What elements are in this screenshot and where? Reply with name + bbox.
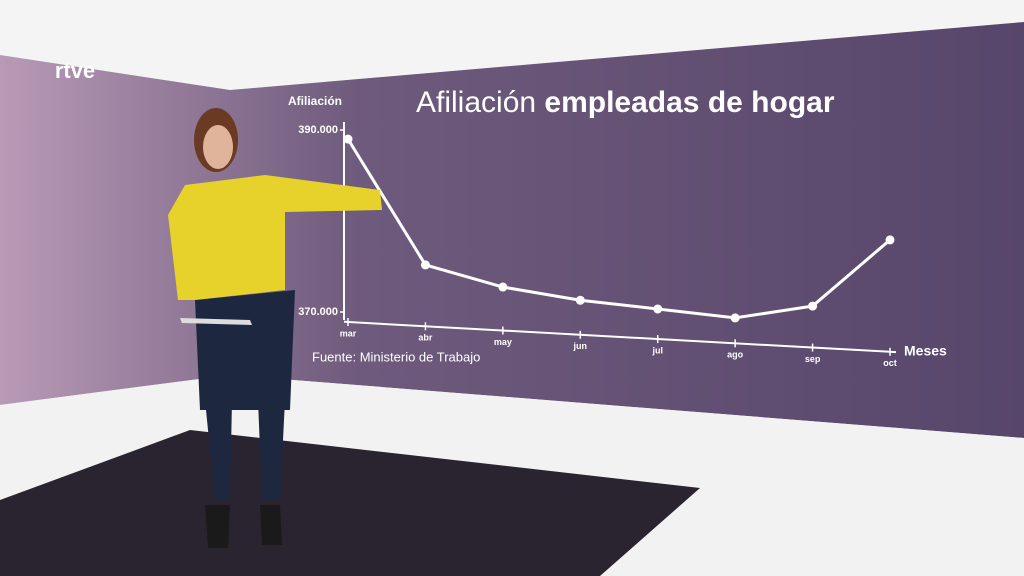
data-point	[730, 313, 740, 323]
data-point	[808, 301, 818, 311]
chart-title: Afiliación empleadas de hogar	[416, 86, 835, 119]
data-line	[346, 138, 891, 320]
data-point	[575, 295, 585, 305]
data-point	[653, 304, 663, 314]
x-axis-title: Meses	[904, 343, 947, 359]
data-point	[498, 282, 508, 292]
y-axis-title: Afiliación	[288, 94, 342, 108]
data-point	[885, 235, 895, 245]
logo: rtve	[55, 58, 95, 83]
x-tick-label: abr	[418, 333, 433, 343]
x-axis	[343, 320, 897, 354]
ceiling	[0, 0, 1024, 90]
x-tick-label: sep	[805, 354, 821, 364]
video-wall	[0, 22, 1024, 438]
x-tick-label: mar	[340, 328, 357, 338]
data-point	[420, 260, 430, 270]
chart: Afiliación empleadas de hogar Afiliación…	[288, 86, 947, 368]
x-tick-label: jun	[573, 341, 588, 351]
x-tick-label: oct	[883, 358, 897, 368]
x-tick-label: jul	[651, 345, 663, 355]
presenter	[168, 108, 382, 548]
y-tick-label: 390.000	[298, 124, 338, 136]
x-tick-label: may	[494, 337, 512, 347]
source: Fuente: Ministerio de Trabajo	[312, 349, 480, 364]
data-point	[343, 134, 353, 144]
x-tick-label: ago	[727, 350, 744, 360]
y-tick-label: 370.000	[298, 306, 338, 318]
floor-dark	[0, 430, 700, 576]
